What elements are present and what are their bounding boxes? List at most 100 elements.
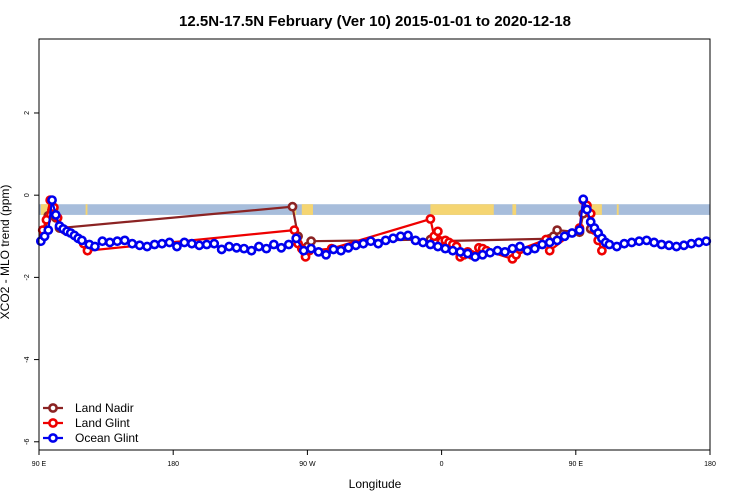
series-2-point	[649, 237, 659, 248]
x-tick-label: 90 E	[569, 461, 584, 468]
series-2-point	[619, 238, 630, 249]
series-2-point	[328, 244, 339, 255]
land-segment-5	[512, 204, 517, 215]
series-2-point	[626, 237, 637, 248]
x-tick-label: 90 W	[299, 461, 316, 468]
legend-label: Land Glint	[75, 416, 130, 430]
series-2-point	[112, 236, 123, 247]
chart-title: 12.5N-17.5N February (Ver 10) 2015-01-01…	[179, 13, 571, 30]
series-2-point	[634, 236, 645, 247]
series-2-point	[455, 246, 466, 257]
series-2	[35, 194, 712, 262]
series-2-point	[671, 241, 682, 252]
series-2-point	[216, 244, 227, 255]
series-0-point	[287, 201, 298, 212]
series-1-point	[425, 214, 436, 224]
series-2-point	[477, 249, 488, 260]
series-2-point	[470, 251, 481, 262]
legend-item-0: Land Nadir	[43, 401, 134, 415]
legend-item-1: Land Glint	[43, 416, 130, 430]
series-2-point	[656, 239, 667, 250]
x-tick-label: 90 E	[32, 461, 47, 468]
x-axis-label: Longitude	[349, 477, 402, 491]
series-1-point	[596, 245, 607, 256]
series-2-point	[194, 240, 205, 251]
series-2-point	[149, 239, 160, 250]
series-2-point	[403, 230, 413, 241]
series-2-point	[395, 231, 406, 242]
series-2-point	[43, 225, 54, 236]
y-tick-label: -6	[24, 439, 31, 445]
series-2-point	[231, 242, 242, 253]
y-axis: -6 -4 -2 0 2	[24, 111, 39, 445]
series-2-point	[104, 237, 115, 248]
ocean-band	[39, 204, 710, 215]
series-2-point	[186, 238, 197, 249]
series-2-point	[172, 241, 182, 252]
series-2-point	[552, 235, 563, 246]
legend-label: Land Nadir	[75, 401, 134, 415]
land-segment-3	[301, 204, 313, 215]
series-2-point	[485, 247, 495, 258]
series-2-point	[701, 236, 712, 247]
land-segment-4	[430, 204, 494, 215]
series-2-point	[425, 239, 436, 250]
series-2-point	[119, 235, 130, 246]
series-2-point	[313, 246, 324, 257]
series-2-point	[134, 240, 145, 251]
series-2-point	[261, 243, 272, 254]
series-2-point	[410, 235, 421, 246]
series-2-point	[679, 240, 689, 251]
series-2-point	[50, 210, 61, 220]
series-1-point	[432, 226, 443, 237]
series-2-point	[529, 243, 540, 254]
series-2-point	[686, 238, 697, 249]
series-2-point	[514, 241, 525, 252]
series-2-point	[142, 241, 153, 252]
series-2-point	[306, 243, 317, 254]
series-1-point	[289, 225, 300, 236]
legend-swatch-marker	[48, 433, 58, 443]
land-segment-6	[588, 204, 602, 215]
series-2-point	[664, 240, 674, 251]
x-axis: 90 E 180 90 W 0 90 E 180	[32, 450, 716, 468]
x-tick-label: 0	[440, 461, 444, 468]
series-2-point	[537, 239, 548, 250]
series-2-point	[388, 233, 399, 244]
series-2-point	[432, 241, 443, 252]
legend-item-2: Ocean Glint	[43, 431, 139, 445]
series-2-point	[358, 238, 369, 249]
land-ocean-band	[39, 204, 710, 215]
series-2-point	[582, 204, 592, 215]
series-2-point	[578, 194, 589, 205]
series-2-point	[350, 240, 361, 251]
series-2-point	[298, 245, 309, 256]
series-2-point	[201, 239, 212, 250]
series-2-point	[440, 243, 451, 254]
series-0-point	[552, 225, 563, 236]
series-2-point	[380, 235, 391, 246]
series-2-point	[641, 235, 652, 246]
series-2-point	[418, 237, 428, 248]
series-2-point	[574, 225, 585, 236]
series-layer	[35, 194, 712, 264]
series-1-point	[544, 245, 555, 256]
series-2-point	[276, 242, 287, 253]
y-tick-label: -4	[24, 356, 31, 362]
series-2-point	[321, 249, 331, 260]
series-2-point	[544, 237, 555, 248]
series-2-point	[179, 237, 190, 248]
series-2-point	[462, 248, 473, 259]
series-2-point	[246, 245, 257, 256]
series-2-point	[209, 238, 220, 249]
series-2-point	[522, 245, 533, 256]
series-2-point	[373, 238, 384, 249]
series-2-point	[164, 237, 175, 248]
legend-label: Ocean Glint	[75, 431, 139, 445]
land-segment-1	[85, 204, 88, 215]
series-2-point	[611, 241, 622, 252]
series-2-point	[224, 241, 235, 252]
series-2-point	[76, 235, 87, 246]
